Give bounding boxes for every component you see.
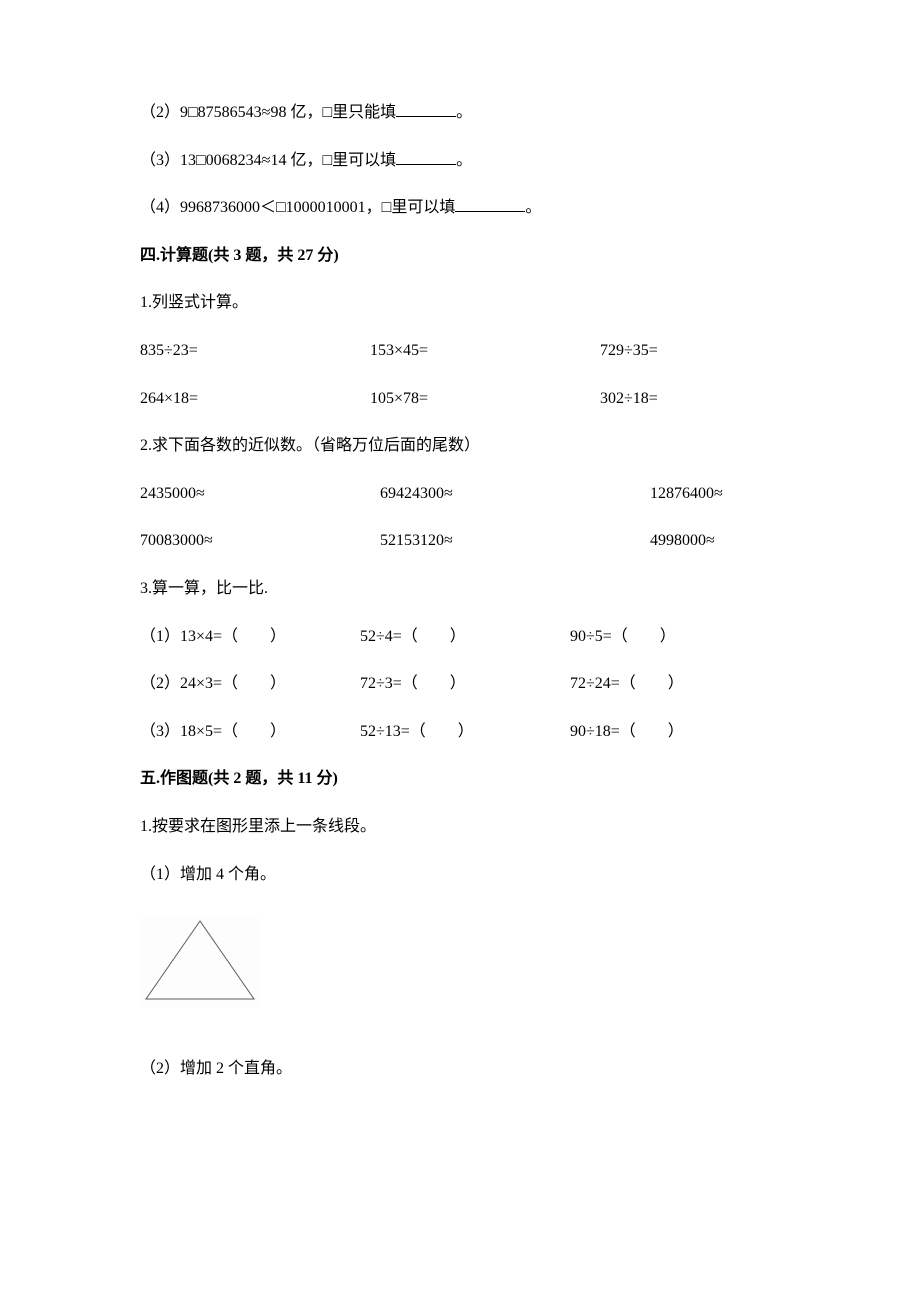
- s4-q2-prompt: 2.求下面各数的近似数。（省略万位后面的尾数）: [140, 433, 790, 459]
- s4-q3-r3c3: 90÷18=（ ）: [570, 719, 790, 745]
- triangle-icon: [140, 917, 260, 1007]
- s4-q3-r3c2: 52÷13=（ ）: [360, 719, 570, 745]
- q3-item3-text: （3）13□0068234≈14 亿，□里可以填: [140, 152, 396, 169]
- s4-q1-r1c2: 153×45=: [370, 338, 600, 364]
- s5-q1-sub2: （2）增加 2 个直角。: [140, 1056, 790, 1082]
- triangle-bg: [140, 917, 260, 1007]
- s4-q1-r2c3: 302÷18=: [600, 386, 790, 412]
- s4-q3-r1c3: 90÷5=（ ）: [570, 624, 790, 650]
- q3-item4: （4）9968736000＜□1000010001，□里可以填 。: [140, 195, 790, 221]
- s5-q1-prompt: 1.按要求在图形里添上一条线段。: [140, 814, 790, 840]
- s4-q2-r1c3: 12876400≈: [650, 481, 790, 507]
- s5-q1-sub1: （1）增加 4 个角。: [140, 862, 790, 888]
- s4-q2-r2c1: 70083000≈: [140, 528, 380, 554]
- s4-q1-r2c2: 105×78=: [370, 386, 600, 412]
- s4-q3-row2: （2）24×3=（ ） 72÷3=（ ） 72÷24=（ ）: [140, 671, 790, 697]
- s4-q2-r2c2: 52153120≈: [380, 528, 650, 554]
- s4-q3-r2c2: 72÷3=（ ）: [360, 671, 570, 697]
- s4-q1-row2: 264×18= 105×78= 302÷18=: [140, 386, 790, 412]
- section5-title: 五.作图题(共 2 题，共 11 分): [140, 766, 790, 792]
- s4-q1-r2c1: 264×18=: [140, 386, 370, 412]
- s4-q3-row1: （1）13×4=（ ） 52÷4=（ ） 90÷5=（ ）: [140, 624, 790, 650]
- s4-q2-r1c2: 69424300≈: [380, 481, 650, 507]
- q3-item2-text: （2）9□87586543≈98 亿，□里只能填: [140, 104, 396, 121]
- s4-q2-r2c3: 4998000≈: [650, 528, 790, 554]
- q3-item3: （3）13□0068234≈14 亿，□里可以填 。: [140, 148, 790, 174]
- s4-q2-row1: 2435000≈ 69424300≈ 12876400≈: [140, 481, 790, 507]
- s4-q1-row1: 835÷23= 153×45= 729÷35=: [140, 338, 790, 364]
- s4-q2-r1c1: 2435000≈: [140, 481, 380, 507]
- s4-q1-prompt: 1.列竖式计算。: [140, 290, 790, 316]
- s4-q3-r1c2: 52÷4=（ ）: [360, 624, 570, 650]
- q3-item2: （2）9□87586543≈98 亿，□里只能填 。: [140, 100, 790, 126]
- s4-q3-prompt: 3.算一算，比一比.: [140, 576, 790, 602]
- triangle-figure: [140, 917, 790, 1016]
- q3-item3-blank: [396, 149, 456, 165]
- s4-q3-r1c1: （1）13×4=（ ）: [140, 624, 360, 650]
- s4-q3-r2c3: 72÷24=（ ）: [570, 671, 790, 697]
- q3-item4-blank: [455, 196, 525, 212]
- s4-q3-r2c1: （2）24×3=（ ）: [140, 671, 360, 697]
- q3-item4-end: 。: [525, 199, 541, 216]
- q3-item2-end: 。: [456, 104, 472, 121]
- q3-item3-end: 。: [456, 152, 472, 169]
- s4-q3-r3c1: （3）18×5=（ ）: [140, 719, 360, 745]
- s4-q1-r1c3: 729÷35=: [600, 338, 790, 364]
- s4-q1-r1c1: 835÷23=: [140, 338, 370, 364]
- q3-item4-text: （4）9968736000＜□1000010001，□里可以填: [140, 199, 455, 216]
- s4-q2-row2: 70083000≈ 52153120≈ 4998000≈: [140, 528, 790, 554]
- section4-title: 四.计算题(共 3 题，共 27 分): [140, 243, 790, 269]
- q3-item2-blank: [396, 101, 456, 117]
- s4-q3-row3: （3）18×5=（ ） 52÷13=（ ） 90÷18=（ ）: [140, 719, 790, 745]
